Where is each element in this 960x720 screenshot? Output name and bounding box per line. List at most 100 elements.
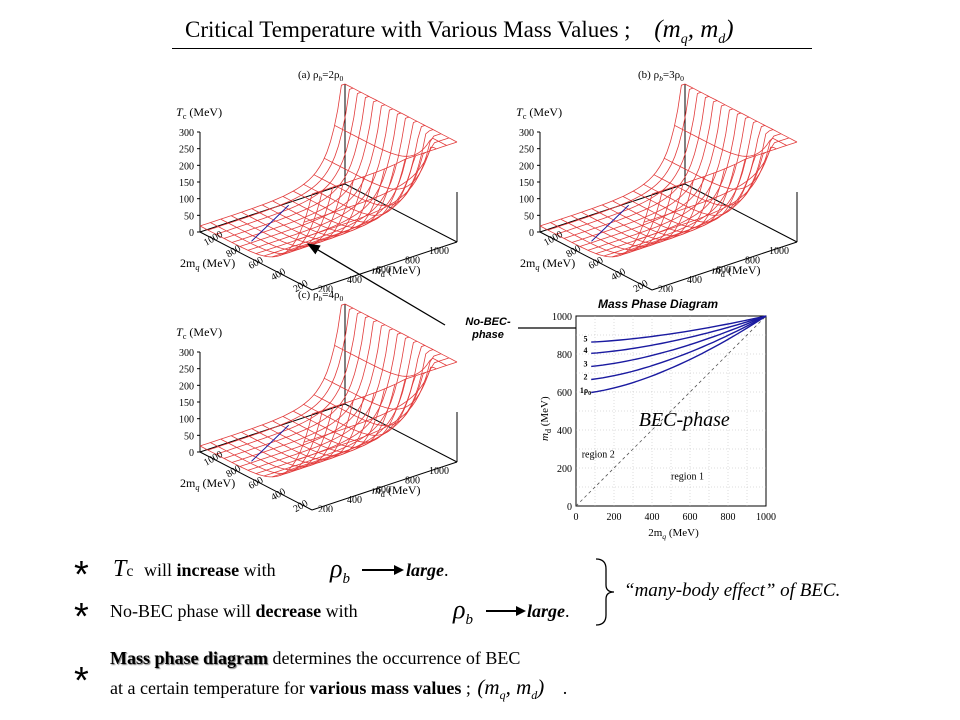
y-tick-label: 200	[557, 464, 572, 475]
title-underline	[172, 48, 812, 49]
plot-b: 3002502001501005001000800600400200010008…	[516, 69, 798, 292]
surface-line-v	[539, 193, 653, 258]
y-tick-label: 400	[557, 426, 572, 437]
mq-tick-label: 200	[318, 504, 333, 512]
z-axis-title: Tc (MeV)	[516, 105, 562, 121]
surface-line-u	[295, 353, 442, 461]
surface-line-v	[230, 403, 344, 467]
mq-tick-label: 200	[318, 284, 333, 292]
title-math: (mq, md)	[654, 16, 734, 47]
page-title: Critical Temperature with Various Mass V…	[185, 16, 734, 48]
surface-line-v	[220, 187, 334, 251]
surface-line-u	[635, 133, 782, 241]
bullet-3: *	[74, 660, 89, 702]
mq-tick-label: 400	[347, 275, 362, 286]
surface-line-v	[220, 407, 334, 471]
region-bec-label: BEC-phase	[639, 409, 730, 431]
statement-mass-diagram-2: at a certain temperature for various mas…	[110, 675, 568, 703]
surface-line-v	[643, 155, 756, 216]
md-axis-title: md (MeV)	[372, 263, 421, 279]
surface-line-u	[603, 116, 750, 257]
md-tick-label: 200	[292, 498, 310, 512]
z-axis-title: Tc (MeV)	[176, 325, 222, 341]
phase-curve	[591, 315, 767, 381]
surface-line-u	[207, 87, 354, 231]
z-tick-label: 200	[179, 161, 194, 172]
md-axis-line	[684, 183, 798, 243]
z-tick-label: 50	[524, 211, 534, 222]
phase-curve	[591, 315, 767, 354]
y-tick-label: 800	[557, 350, 572, 361]
mq-tick-label: 1000	[429, 246, 449, 257]
mass-pair: (mq, md)	[477, 675, 545, 703]
surface-line-u	[311, 141, 458, 195]
mq-tick-label: 1000	[429, 466, 449, 477]
z-tick-label: 250	[179, 365, 194, 376]
plot-c: 3002502001501005001000800600400200010008…	[176, 289, 458, 512]
phase-curve	[591, 315, 767, 343]
y-tick-label: 600	[557, 388, 572, 399]
x-axis-title: 2mq (MeV)	[648, 527, 699, 541]
md-axis-title: md (MeV)	[372, 483, 421, 499]
statement-mass-diagram-1: Mass phase diagram determines the occurr…	[110, 648, 521, 668]
surface-line-v	[210, 190, 323, 254]
surface-line-u	[595, 112, 742, 254]
z-tick-label: 150	[179, 398, 194, 409]
phase-diagram: 0 200 400 600 800 1000 0 200 400 600 800 1000 5 4 3 2 1ρ…	[539, 312, 776, 541]
x-tick-label: 0	[574, 512, 579, 523]
many-body-note: “many-body effect” of BEC.	[624, 580, 841, 601]
surface-line-v	[230, 183, 344, 247]
right-brace	[595, 558, 615, 626]
x-tick-label: 800	[721, 512, 736, 523]
mq-tick-label: 600	[376, 265, 391, 276]
z-tick-label: 200	[179, 381, 194, 392]
arrow-to-plot-a	[306, 243, 446, 326]
front-right-edge	[311, 241, 458, 291]
surface-line-v	[570, 183, 684, 247]
statement-tc-increase: Tc will increase with	[113, 556, 276, 582]
z-axis-title: Tc (MeV)	[176, 105, 222, 121]
z-tick-label: 100	[179, 195, 194, 206]
curve-label: 3	[584, 359, 588, 368]
z-tick-label: 0	[189, 228, 194, 239]
region1-label: region 1	[671, 471, 704, 482]
surface-line-u	[311, 361, 458, 415]
surface-line-u	[255, 332, 402, 474]
surface-line-u	[287, 349, 434, 471]
z-tick-label: 150	[179, 178, 194, 189]
callout-label: No-BEC- phase	[465, 316, 511, 341]
bullet-1: *	[74, 554, 89, 596]
y-axis-title: md (MeV)	[539, 396, 553, 441]
z-tick-label: 50	[184, 211, 194, 222]
surface-line-u	[303, 357, 450, 443]
surface-line-u	[263, 336, 410, 477]
plot-label: (b) ρb=3ρ0	[638, 69, 684, 83]
y-tick-label: 1000	[552, 312, 572, 323]
surface-line-u	[555, 91, 702, 235]
md-axis-title: md (MeV)	[712, 263, 761, 279]
surface-line-u	[279, 345, 426, 476]
z-tick-label: 250	[179, 145, 194, 156]
surface-line-u	[279, 125, 426, 256]
curve-label: 1ρ0	[580, 386, 591, 397]
mq-axis-title: 2mq (MeV)	[180, 476, 235, 492]
tc-symbol: Tc	[113, 556, 134, 582]
surface-line-u	[247, 328, 394, 471]
plot-a: 3002502001501005001000800600400200010008…	[176, 69, 458, 292]
phase-diagram-title: Mass Phase Diagram	[598, 297, 719, 311]
front-left-edge	[199, 231, 313, 291]
z-tick-label: 0	[529, 228, 534, 239]
surface-line-u	[215, 91, 362, 235]
surface-line-u	[627, 129, 774, 251]
x-tick-label: 1000	[756, 512, 776, 523]
rho-b-1: ρb	[330, 554, 350, 588]
surface-line-u	[255, 112, 402, 254]
z-tick-label: 100	[519, 195, 534, 206]
front-left-edge	[199, 451, 313, 511]
surface-line-v	[199, 413, 313, 478]
arrow-1	[362, 565, 404, 575]
surface-line-v	[303, 155, 416, 216]
title-text: Critical Temperature with Various Mass V…	[185, 17, 631, 42]
plot-label: (c) ρb=4ρ0	[298, 289, 344, 303]
surface-line-u	[547, 87, 694, 231]
